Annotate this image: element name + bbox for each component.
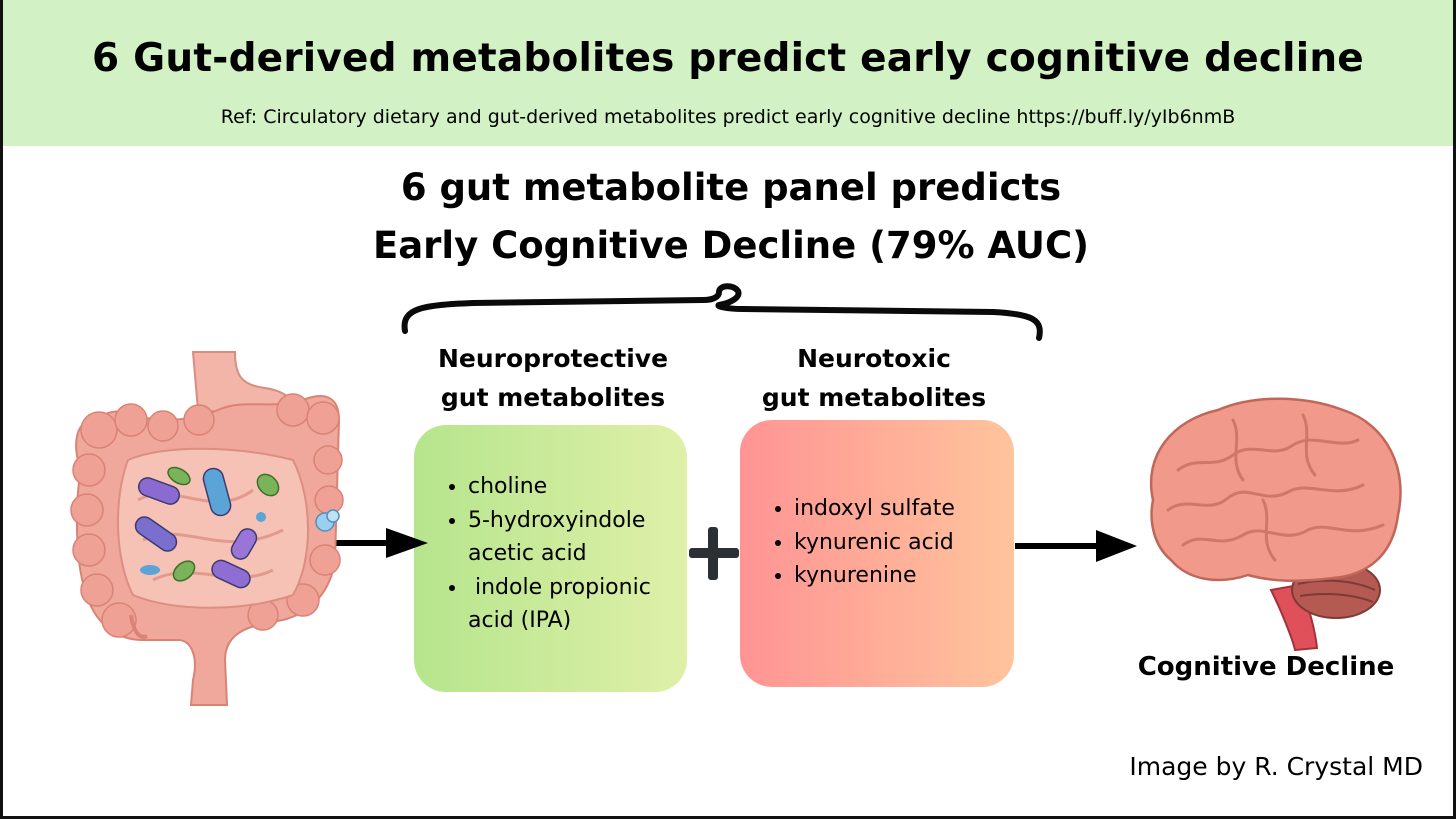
reference-line: Ref: Circulatory dietary and gut-derived… bbox=[220, 106, 1236, 128]
neurotoxic-box: indoxyl sulfate kynurenic acid kynurenin… bbox=[740, 420, 1014, 687]
neuroprotective-label-line2: gut metabolites bbox=[440, 383, 666, 412]
list-item: indoxyl sulfate bbox=[794, 492, 1014, 526]
neurotoxic-label-line1: Neurotoxic bbox=[797, 344, 951, 373]
panel-title-line1: 6 gut metabolite panel predicts bbox=[400, 166, 1062, 209]
intestine-icon bbox=[70, 351, 344, 706]
brain-icon bbox=[1149, 397, 1402, 652]
arrow-icon bbox=[1015, 530, 1137, 562]
list-item: 5-hydroxyindole acetic acid bbox=[468, 504, 677, 571]
list-item: kynurenic acid bbox=[794, 526, 1014, 560]
brace-icon bbox=[401, 283, 1043, 341]
list-item: choline bbox=[468, 470, 677, 504]
plus-icon bbox=[689, 527, 739, 580]
panel-title-line2: Early Cognitive Decline (79% AUC) bbox=[372, 224, 1090, 267]
cognitive-decline-label: Cognitive Decline bbox=[1137, 652, 1395, 682]
neurotoxic-label: Neurotoxic gut metabolites bbox=[744, 339, 1004, 417]
neuroprotective-label: Neuroprotective gut metabolites bbox=[423, 339, 683, 417]
neurotoxic-label-line2: gut metabolites bbox=[761, 383, 987, 412]
page-title: 6 Gut-derived metabolites predict early … bbox=[92, 36, 1364, 81]
image-credit: Image by R. Crystal MD bbox=[1129, 752, 1423, 781]
neuroprotective-list: choline 5-hydroxyindole acetic acid indo… bbox=[414, 470, 687, 638]
neurotoxic-list: indoxyl sulfate kynurenic acid kynurenin… bbox=[740, 492, 1014, 593]
list-item: indole propionic acid (IPA) bbox=[468, 571, 677, 638]
header-banner: 6 Gut-derived metabolites predict early … bbox=[3, 0, 1453, 146]
neuroprotective-label-line1: Neuroprotective bbox=[437, 344, 669, 373]
list-item: kynurenine bbox=[794, 559, 1014, 593]
neuroprotective-box: choline 5-hydroxyindole acetic acid indo… bbox=[414, 425, 687, 692]
diagram-graphics bbox=[70, 283, 1402, 706]
